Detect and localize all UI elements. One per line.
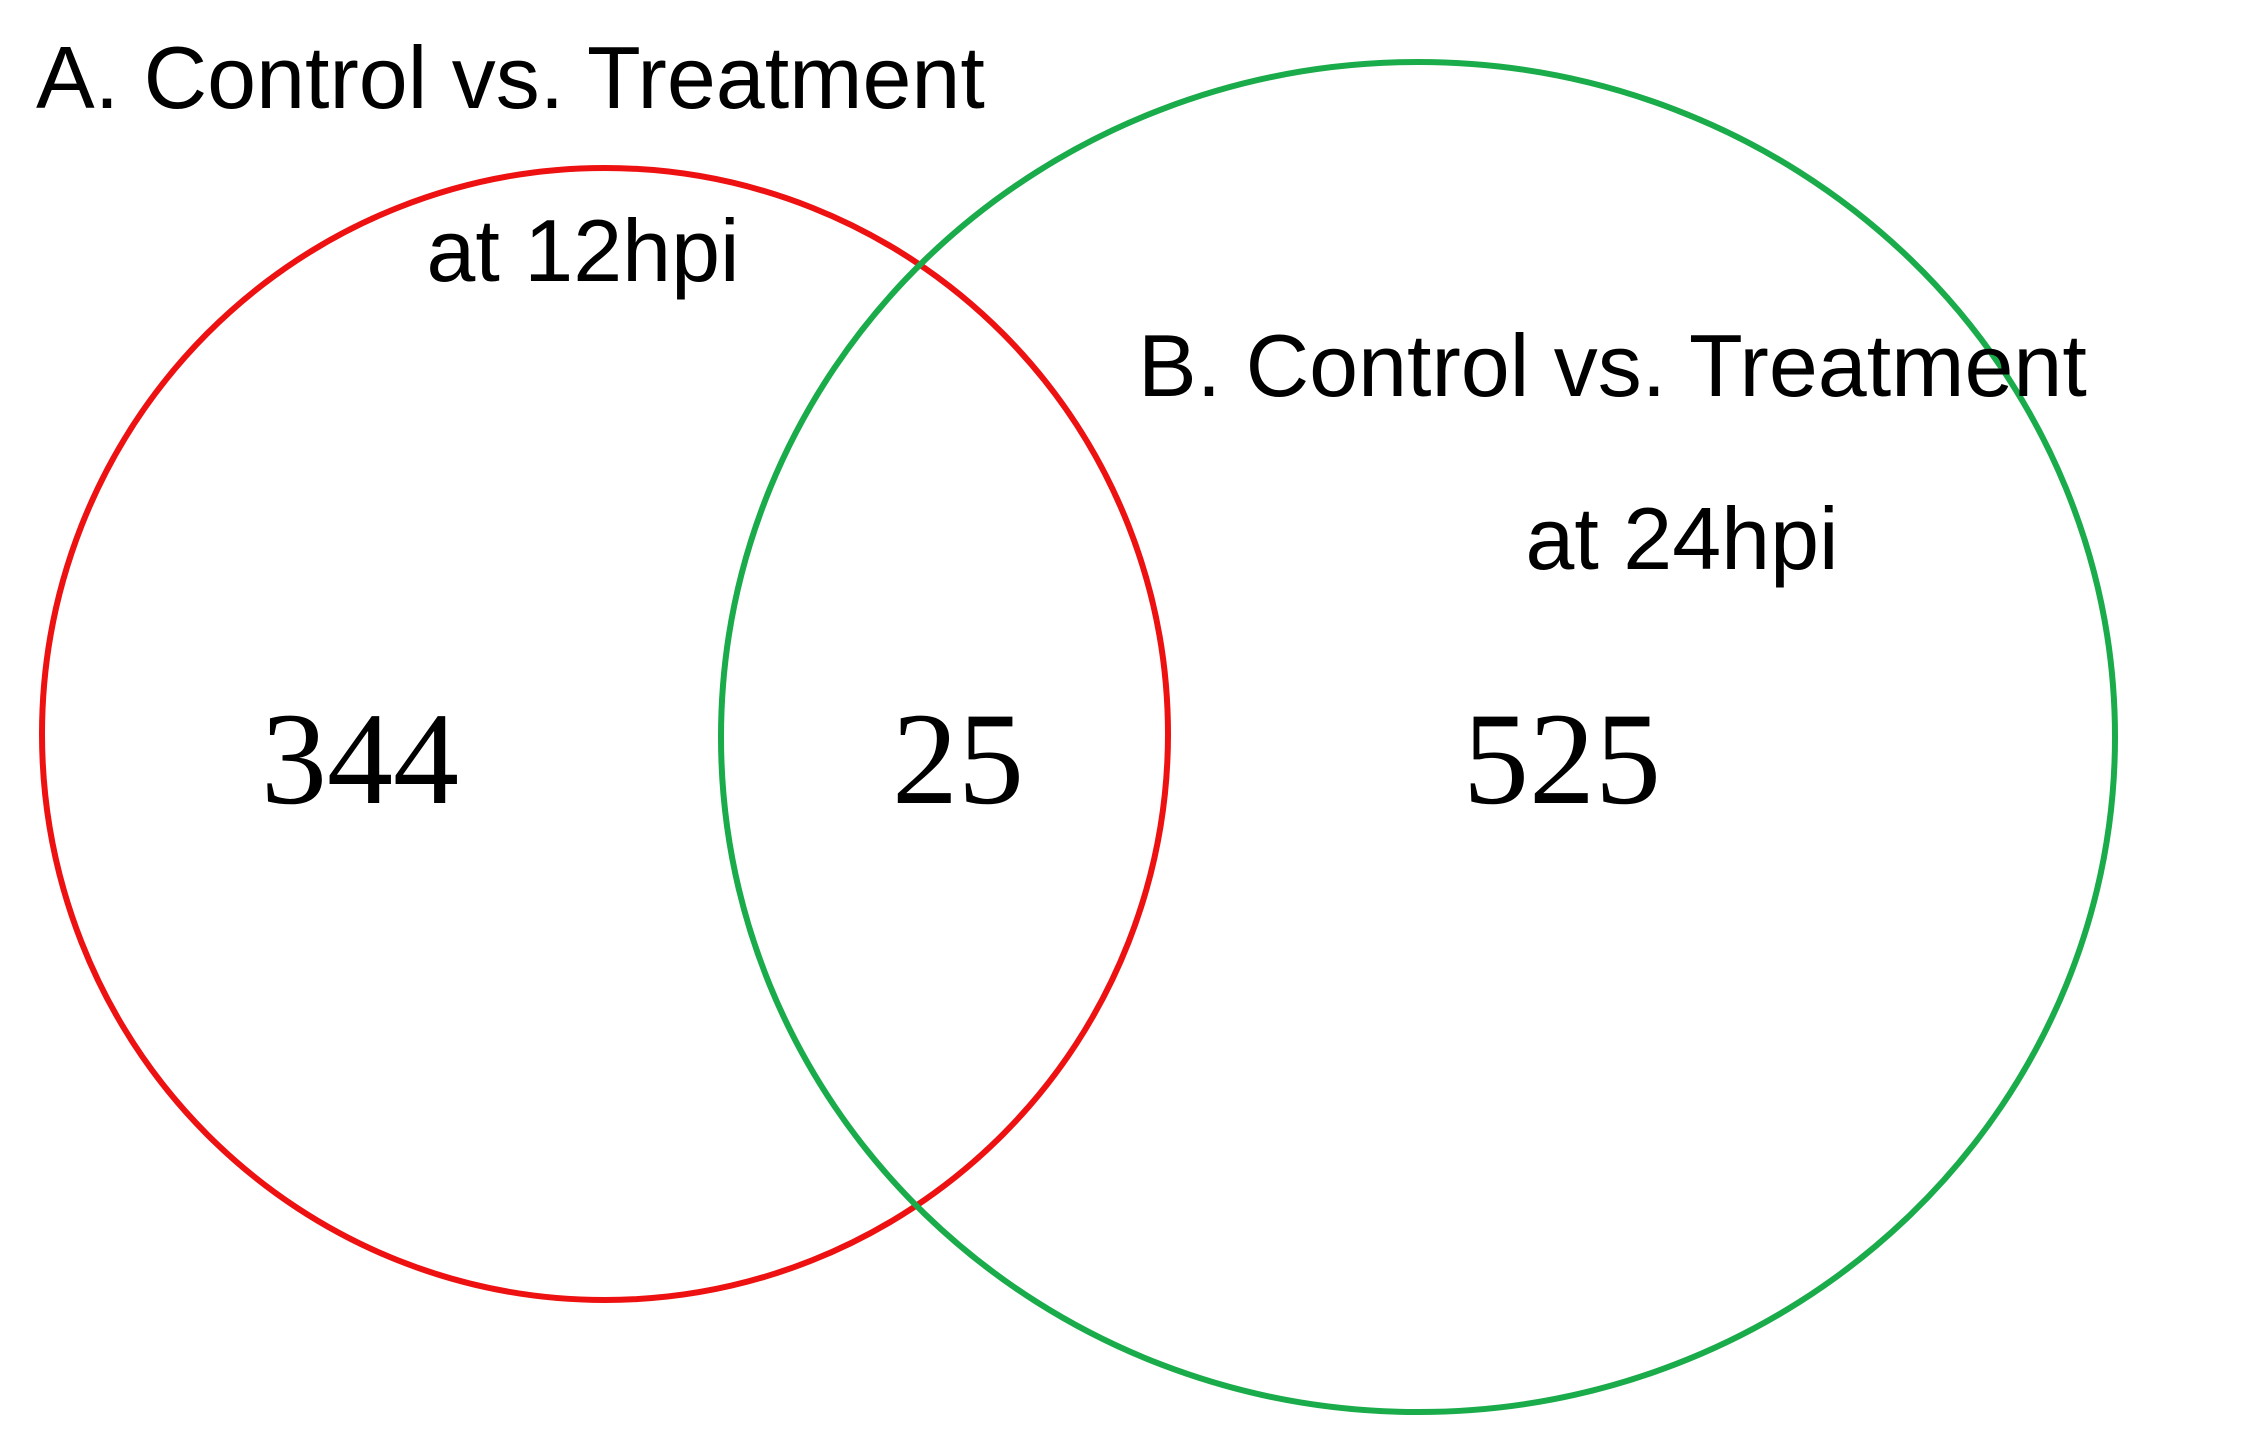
set-b-circle [718, 59, 2118, 1415]
region-count: 25 [892, 685, 1024, 832]
region-count: 344 [261, 685, 459, 832]
set-b-label: B. Control vs. Treatment [1138, 316, 2087, 415]
region-count: 525 [1463, 685, 1661, 832]
set-a-label: A. Control vs. Treatment [36, 28, 985, 127]
set-a-circle [39, 165, 1171, 1303]
set-b-sublabel: at 24hpi [1525, 489, 1838, 588]
set-a-sublabel: at 12hpi [426, 201, 739, 300]
